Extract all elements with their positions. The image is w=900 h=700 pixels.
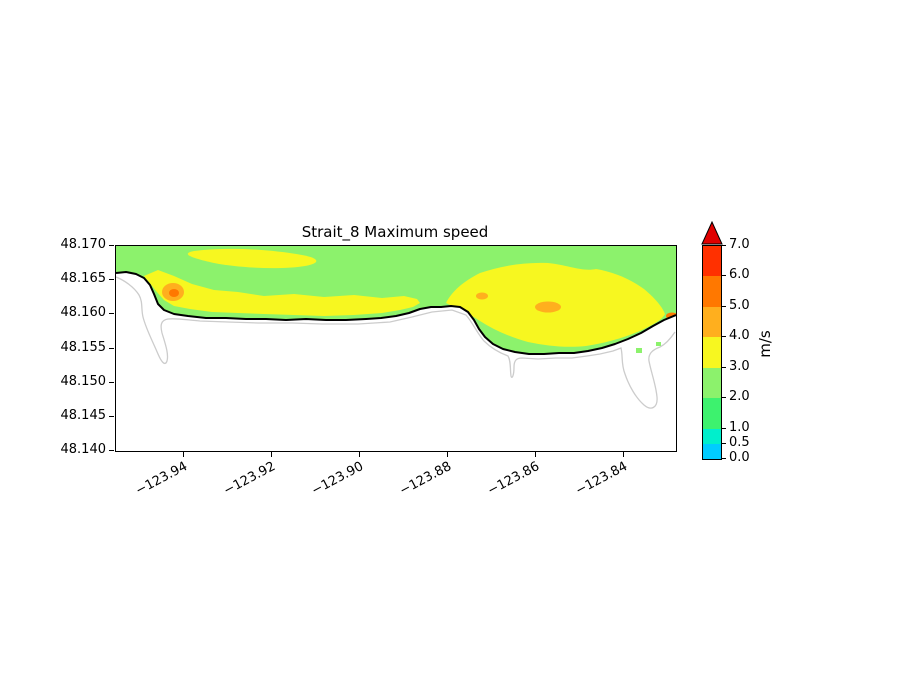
speed-max-west-core-5-6 — [169, 289, 179, 297]
y-tick-mark — [109, 245, 114, 246]
y-tick-label: 48.165 — [60, 271, 107, 287]
colorbar-tick-label: 5.0 — [729, 297, 750, 313]
x-tick-mark — [183, 452, 185, 457]
x-tick-label: −123.90 — [309, 459, 367, 499]
colorbar-tick-mark — [722, 427, 726, 429]
y-tick-mark — [109, 381, 114, 383]
x-tick-mark — [623, 452, 625, 457]
plot-title: Strait_8 Maximum speed — [301, 223, 489, 241]
y-tick-label: 48.155 — [60, 339, 107, 355]
colorbar-segment — [703, 276, 721, 307]
colorbar-unit-label: m/s — [756, 330, 774, 358]
colorbar-segments — [703, 246, 721, 459]
colorbar-tick-mark — [722, 397, 726, 399]
colorbar-tick-label: 3.0 — [729, 358, 750, 374]
colorbar-tick-label: 2.0 — [729, 389, 750, 405]
x-tick-mark — [271, 452, 273, 457]
speed-field-3-4-west-band — [144, 270, 420, 316]
x-tick-mark — [535, 452, 537, 457]
y-tick-label: 48.170 — [60, 237, 107, 252]
y-tick-mark — [109, 279, 114, 281]
isolated-speed-speck-2 — [656, 342, 661, 346]
x-tick-label: −123.88 — [397, 459, 455, 499]
colorbar-tick-label: 6.0 — [729, 267, 750, 283]
colorbar-segment — [703, 337, 721, 368]
y-tick-label: 48.145 — [60, 407, 107, 423]
x-tick-label: −123.84 — [573, 459, 631, 499]
colorbar-tick-mark — [722, 366, 726, 368]
y-tick-label: 48.150 — [60, 373, 107, 389]
colorbar-tick-label: 0.0 — [729, 450, 750, 465]
colorbar — [702, 245, 722, 460]
colorbar-tick-mark — [722, 458, 726, 459]
plot-area — [115, 245, 677, 452]
x-tick-label: −123.94 — [133, 459, 191, 499]
colorbar-tick-label: 0.5 — [729, 434, 750, 450]
speed-max-east-4-5 — [535, 301, 561, 313]
colorbar-segment — [703, 443, 721, 459]
coastline-path — [116, 276, 676, 409]
colorbar-tick-mark — [722, 275, 726, 277]
colorbar-arrow-triangle — [701, 220, 723, 245]
colorbar-segment — [703, 428, 721, 444]
colorbar-tick-label: 4.0 — [729, 328, 750, 344]
y-tick-mark — [109, 415, 114, 417]
x-tick-label: −123.92 — [221, 459, 279, 499]
speed-max-mid-4-5 — [476, 292, 488, 300]
x-tick-mark — [447, 452, 449, 457]
colorbar-segment — [703, 367, 721, 399]
y-tick-mark — [109, 450, 114, 451]
colorbar-segment — [703, 398, 721, 429]
colorbar-tick-label: 1.0 — [729, 419, 750, 435]
speed-field-3-4-top-streak — [187, 248, 317, 269]
speed-map — [116, 246, 676, 409]
shoreline-contour-line — [116, 271, 676, 355]
colorbar-segment — [703, 246, 721, 277]
y-tick-label: 48.140 — [60, 442, 107, 457]
y-tick-label: 48.160 — [60, 305, 107, 321]
y-tick-mark — [109, 347, 114, 349]
colorbar-tick-label: 7.0 — [729, 237, 750, 252]
colorbar-segment — [703, 306, 721, 338]
colorbar-extend-arrow — [701, 220, 723, 245]
x-tick-mark — [359, 452, 361, 457]
colorbar-tick-mark — [722, 442, 726, 444]
y-tick-mark — [109, 313, 114, 315]
x-tick-label: −123.86 — [485, 459, 543, 499]
colorbar-tick-mark — [722, 336, 726, 338]
isolated-speed-speck-1 — [636, 348, 642, 353]
colorbar-tick-mark — [722, 245, 726, 246]
colorbar-tick-mark — [722, 305, 726, 307]
